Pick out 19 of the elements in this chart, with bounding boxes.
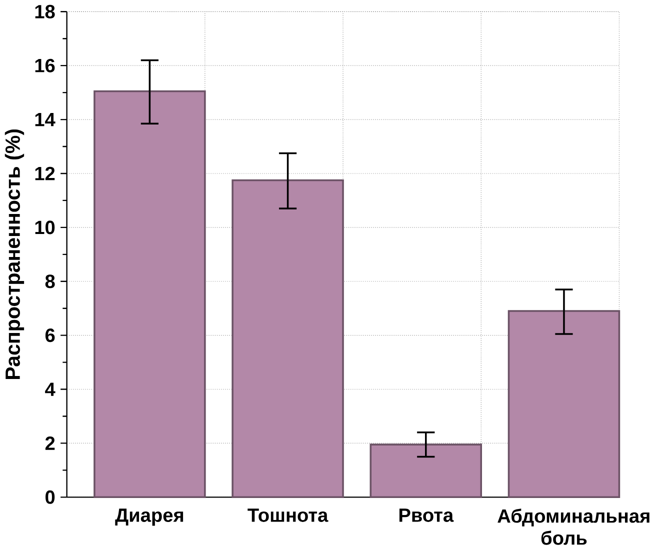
y-axis-title: Распространенность (%) [4,130,24,380]
y-tick-label: 12 [35,166,55,180]
y-tick-label: 6 [45,328,55,342]
y-tick-label: 2 [45,436,55,450]
x-tick-label: Тошнота [248,508,328,522]
y-tick-label: 8 [45,274,55,288]
y-tick-label: 14 [35,113,56,126]
x-tick-label: Диарея [115,508,184,526]
bar [370,444,482,498]
bar [94,90,206,498]
y-tick-label: 4 [45,382,56,396]
x-tick-label: Абдоминальная боль [498,508,650,545]
y-tick-label: 10 [35,220,55,234]
bar [508,310,620,498]
y-tick-label: 16 [35,58,55,72]
y-tick-label: 0 [46,490,55,504]
bar [232,179,344,498]
x-tick-label: Рвота [399,508,454,522]
y-tick-label: 18 [35,5,55,19]
